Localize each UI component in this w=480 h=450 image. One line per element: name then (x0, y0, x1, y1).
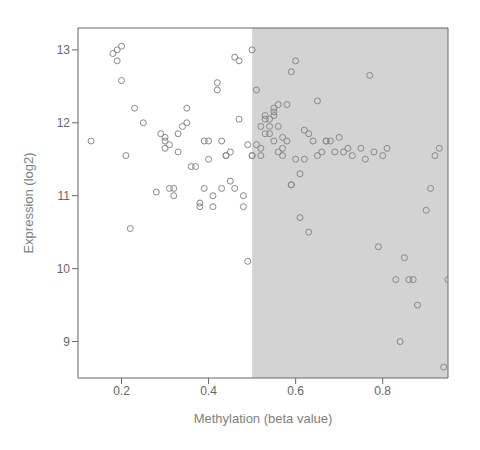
svg-text:13: 13 (57, 43, 71, 57)
svg-text:11: 11 (58, 189, 71, 203)
svg-text:0.4: 0.4 (200, 384, 217, 398)
svg-text:12: 12 (57, 116, 71, 130)
svg-text:9: 9 (63, 335, 70, 349)
svg-text:0.6: 0.6 (287, 384, 304, 398)
svg-text:0.2: 0.2 (113, 384, 130, 398)
svg-text:10: 10 (57, 262, 71, 276)
svg-text:Methylation (beta value): Methylation (beta value) (194, 411, 333, 426)
svg-text:0.8: 0.8 (374, 384, 391, 398)
svg-text:Expression (log2): Expression (log2) (21, 152, 36, 253)
